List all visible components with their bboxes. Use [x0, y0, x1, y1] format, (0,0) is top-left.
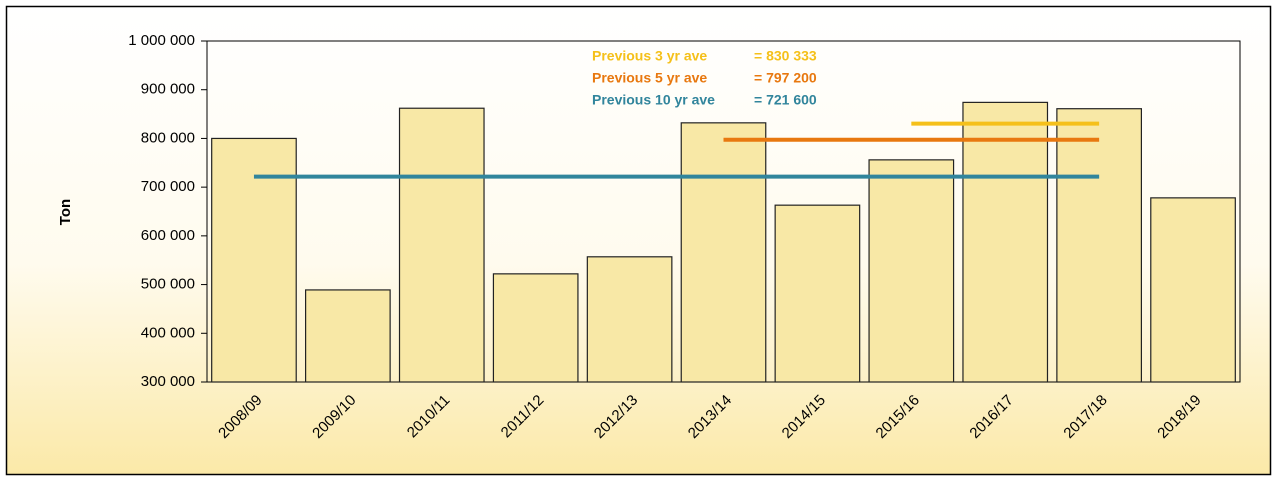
y-axis-label: Ton	[57, 199, 74, 225]
legend-value: = 797 200	[754, 70, 817, 86]
bar	[1056, 108, 1142, 383]
y-tick-label: 400 000	[141, 324, 195, 341]
bar	[1150, 197, 1236, 383]
legend-label: Previous 10 yr ave	[592, 92, 715, 108]
y-tick-label: 300 000	[141, 373, 195, 390]
bar	[680, 122, 767, 383]
legend-label: Previous 3 yr ave	[592, 48, 707, 64]
y-tick-label: 900 000	[141, 81, 195, 98]
bar	[962, 101, 1049, 383]
y-tick-label: 600 000	[141, 227, 195, 244]
bar	[492, 273, 579, 383]
bar	[774, 204, 861, 383]
bar	[211, 137, 297, 383]
legend-value: = 721 600	[754, 92, 817, 108]
y-tick-label: 1 000 000	[128, 32, 195, 49]
y-tick-label: 800 000	[141, 129, 195, 146]
bar	[305, 289, 391, 383]
legend-value: = 830 333	[754, 48, 817, 64]
y-tick-label: 500 000	[141, 276, 195, 293]
legend-label: Previous 5 yr ave	[592, 70, 707, 86]
bar	[398, 107, 485, 383]
y-tick-label: 700 000	[141, 178, 195, 195]
bar	[868, 159, 955, 383]
bar	[586, 256, 673, 383]
